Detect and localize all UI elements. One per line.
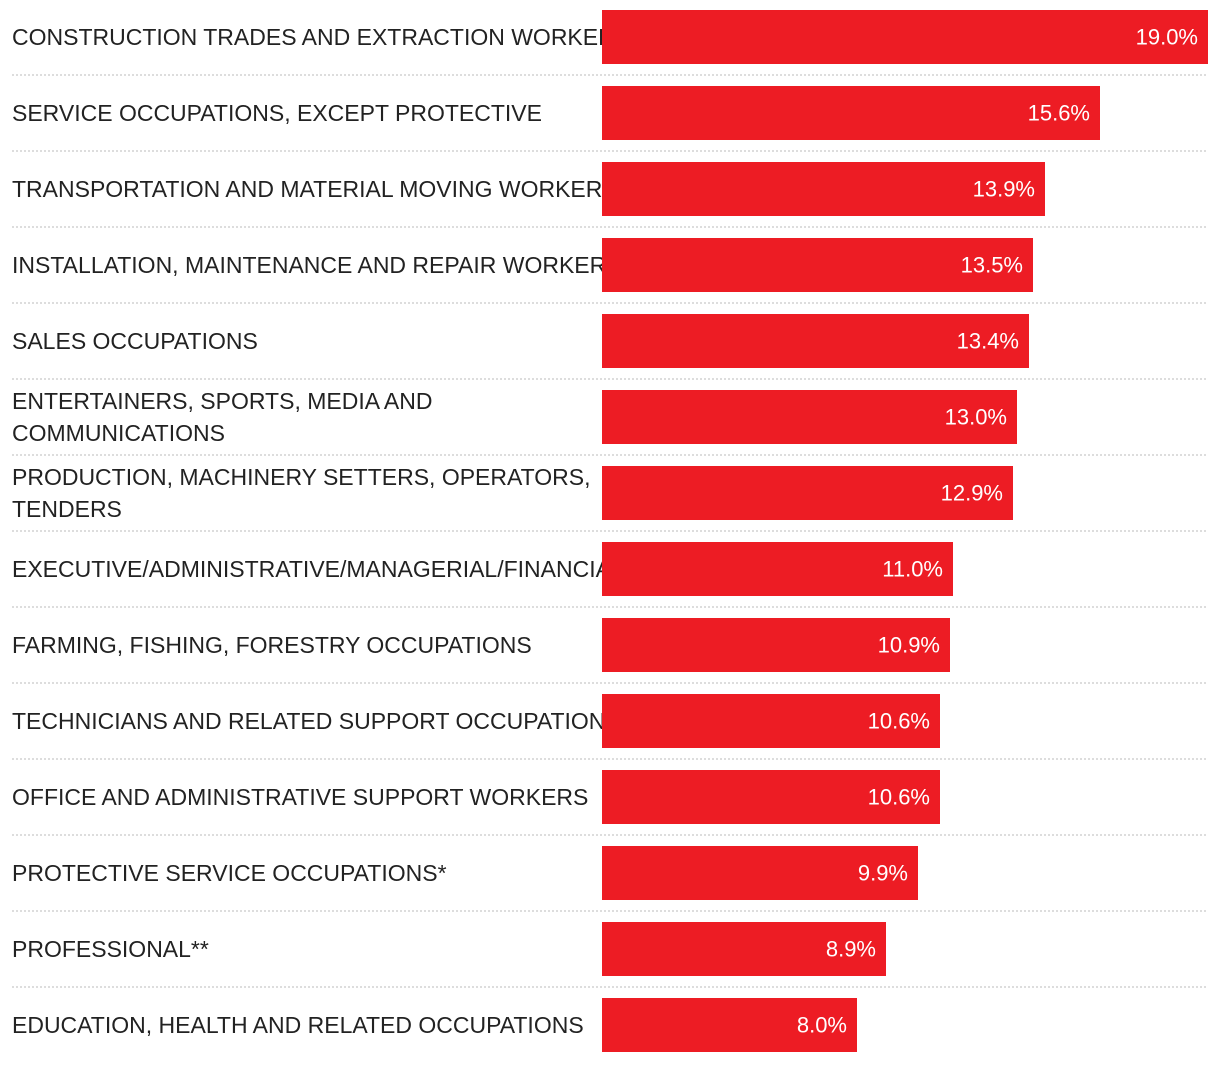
category-label: PROFESSIONAL**: [12, 936, 209, 962]
bar-row: TRANSPORTATION AND MATERIAL MOVING WORKE…: [12, 162, 1208, 228]
value-label: 8.0%: [797, 1013, 847, 1038]
value-label: 13.4%: [957, 329, 1019, 354]
category-label: EDUCATION, HEALTH AND RELATED OCCUPATION…: [12, 1012, 584, 1038]
category-label: EXECUTIVE/ADMINISTRATIVE/MANAGERIAL/FINA…: [12, 556, 624, 582]
value-label: 13.5%: [961, 253, 1023, 278]
bar-row: PRODUCTION, MACHINERY SETTERS, OPERATORS…: [12, 464, 1208, 532]
category-label: CONSTRUCTION TRADES AND EXTRACTION WORKE…: [12, 24, 630, 50]
value-label: 10.6%: [868, 785, 930, 810]
bar: [602, 466, 1013, 520]
bar: [602, 998, 857, 1052]
category-label: OFFICE AND ADMINISTRATIVE SUPPORT WORKER…: [12, 784, 588, 810]
bar-row: FARMING, FISHING, FORESTRY OCCUPATIONS 10…: [12, 618, 1208, 684]
bar-row: SERVICE OCCUPATIONS, EXCEPT PROTECTIVE 15…: [12, 86, 1208, 152]
bar-row: OFFICE AND ADMINISTRATIVE SUPPORT WORKER…: [12, 770, 1208, 836]
category-label: PRODUCTION, MACHINERY SETTERS, OPERATORS…: [12, 464, 591, 490]
category-label: TENDERS: [12, 496, 122, 522]
bar-row: PROFESSIONAL** 8.9%: [12, 922, 1208, 988]
bar-row: CONSTRUCTION TRADES AND EXTRACTION WORKE…: [12, 10, 1208, 76]
bar: [602, 922, 886, 976]
bar: [602, 162, 1045, 216]
bar: [602, 86, 1100, 140]
bar-row: INSTALLATION, MAINTENANCE AND REPAIR WOR…: [12, 238, 1208, 304]
value-label: 9.9%: [858, 861, 908, 886]
bar-row: TECHNICIANS AND RELATED SUPPORT OCCUPATI…: [12, 694, 1208, 760]
category-label: TECHNICIANS AND RELATED SUPPORT OCCUPATI…: [12, 708, 621, 734]
category-label: COMMUNICATIONS: [12, 420, 225, 446]
category-label: TRANSPORTATION AND MATERIAL MOVING WORKE…: [12, 176, 618, 202]
category-label: SALES OCCUPATIONS: [12, 328, 258, 354]
category-label: FARMING, FISHING, FORESTRY OCCUPATIONS: [12, 632, 532, 658]
value-label: 19.0%: [1136, 25, 1198, 50]
bar-row: ENTERTAINERS, SPORTS, MEDIA AND COMMUNICA…: [12, 388, 1208, 456]
bar: [602, 314, 1029, 368]
chart-rows: CONSTRUCTION TRADES AND EXTRACTION WORKE…: [12, 10, 1208, 1052]
bar: [602, 618, 950, 672]
bar-row: EDUCATION, HEALTH AND RELATED OCCUPATION…: [12, 998, 857, 1052]
value-label: 10.6%: [868, 709, 930, 734]
category-label: SERVICE OCCUPATIONS, EXCEPT PROTECTIVE: [12, 100, 542, 126]
value-label: 13.9%: [973, 177, 1035, 202]
value-label: 15.6%: [1028, 101, 1090, 126]
value-label: 10.9%: [878, 633, 940, 658]
value-label: 8.9%: [826, 937, 876, 962]
value-label: 12.9%: [941, 481, 1003, 506]
category-label: ENTERTAINERS, SPORTS, MEDIA AND: [12, 388, 432, 414]
bar-row: EXECUTIVE/ADMINISTRATIVE/MANAGERIAL/FINA…: [12, 542, 1208, 608]
bar: [602, 770, 940, 824]
value-label: 11.0%: [882, 557, 943, 582]
bar: [602, 390, 1017, 444]
category-label: INSTALLATION, MAINTENANCE AND REPAIR WOR…: [12, 252, 622, 278]
bar: [602, 846, 918, 900]
bar: [602, 10, 1208, 64]
bar-row: SALES OCCUPATIONS 13.4%: [12, 314, 1208, 380]
bar: [602, 694, 940, 748]
bar-row: PROTECTIVE SERVICE OCCUPATIONS* 9.9%: [12, 846, 1208, 912]
category-label: PROTECTIVE SERVICE OCCUPATIONS*: [12, 860, 447, 886]
bar: [602, 542, 953, 596]
value-label: 13.0%: [945, 405, 1007, 430]
bar: [602, 238, 1033, 292]
